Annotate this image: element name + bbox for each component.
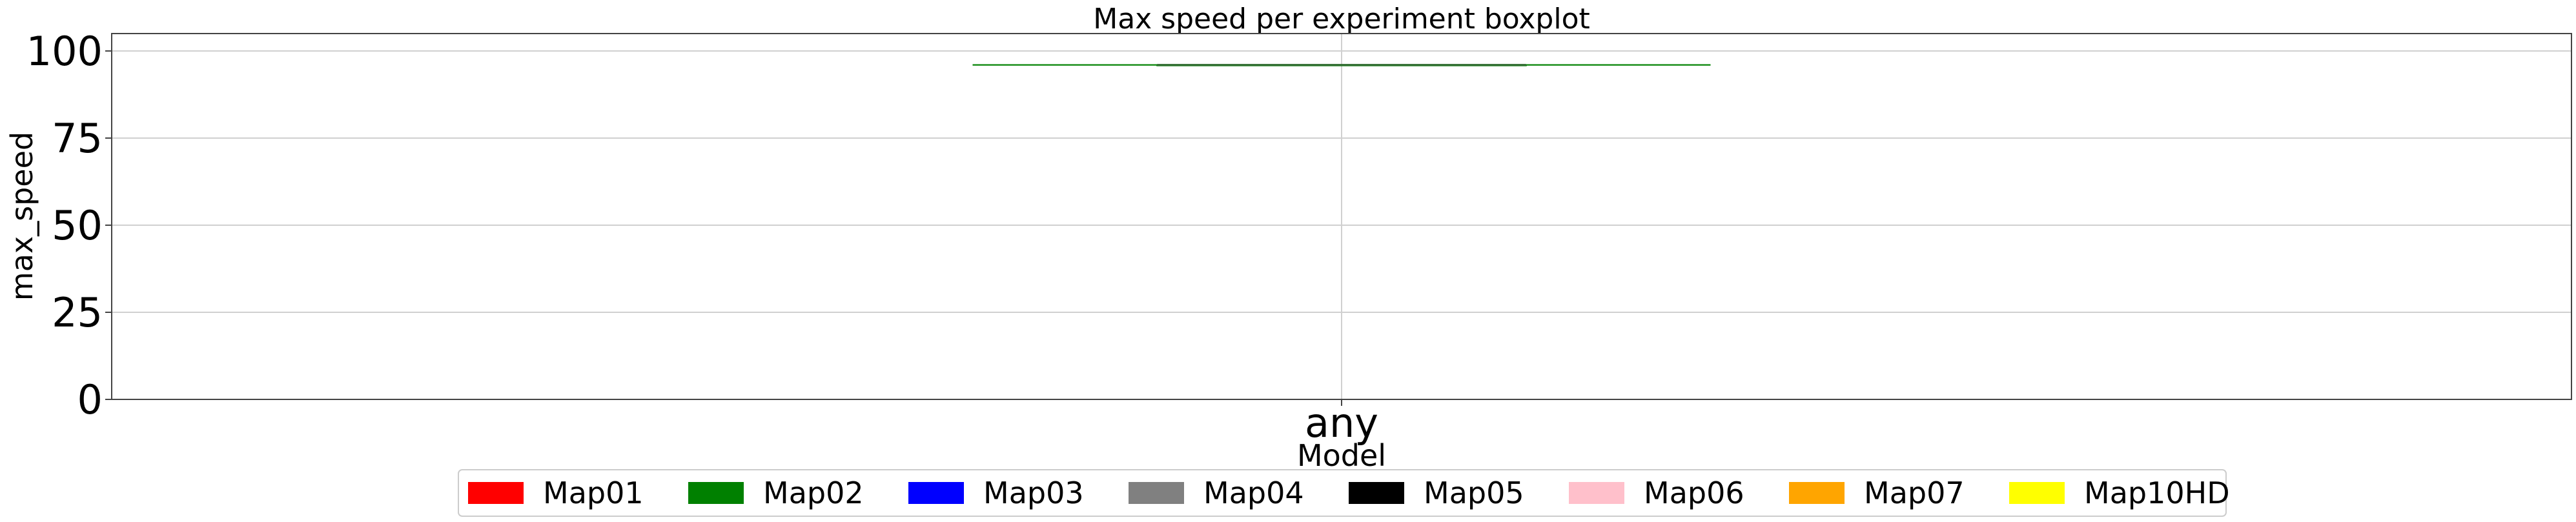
legend-swatch bbox=[908, 482, 964, 504]
y-tick-label: 100 bbox=[26, 28, 103, 75]
legend-swatch bbox=[2009, 482, 2065, 504]
y-tick-label: 50 bbox=[52, 202, 103, 249]
box-series bbox=[972, 64, 1711, 66]
x-tick-label: any bbox=[1305, 399, 1378, 447]
legend-label: Map06 bbox=[1644, 476, 1744, 510]
legend-frame bbox=[458, 469, 2227, 517]
legend-swatch bbox=[1129, 482, 1184, 504]
y-axis-ticks: 0 25 50 75 100 bbox=[26, 28, 112, 423]
legend-label: Map01 bbox=[543, 476, 644, 510]
y-axis-label: max_speed bbox=[5, 132, 39, 301]
legend-label: Map10HD bbox=[2084, 476, 2230, 510]
legend-swatch bbox=[1569, 482, 1624, 504]
x-axis-ticks: any bbox=[1305, 399, 1378, 447]
legend-swatch bbox=[1349, 482, 1404, 504]
chart-title: Max speed per experiment boxplot bbox=[1093, 3, 1590, 35]
y-tick-label: 75 bbox=[52, 115, 103, 162]
legend-swatch bbox=[1789, 482, 1845, 504]
legend-label: Map04 bbox=[1203, 476, 1304, 510]
y-tick-label: 0 bbox=[77, 376, 103, 423]
legend-label: Map03 bbox=[983, 476, 1084, 510]
legend-swatch bbox=[688, 482, 744, 504]
y-tick-label: 25 bbox=[52, 289, 103, 336]
gridlines bbox=[112, 34, 2571, 400]
legend: Map01 Map02 Map03 Map04 Map05 Map06 Map07 Map10… bbox=[458, 469, 2230, 517]
legend-items: Map01 Map02 Map03 Map04 Map05 Map06 Map07 Map10… bbox=[468, 476, 2230, 510]
legend-label: Map05 bbox=[1424, 476, 1524, 510]
legend-label: Map02 bbox=[763, 476, 864, 510]
legend-swatch bbox=[468, 482, 524, 504]
x-axis-label: Model bbox=[1297, 438, 1386, 473]
legend-label: Map07 bbox=[1864, 476, 1965, 510]
